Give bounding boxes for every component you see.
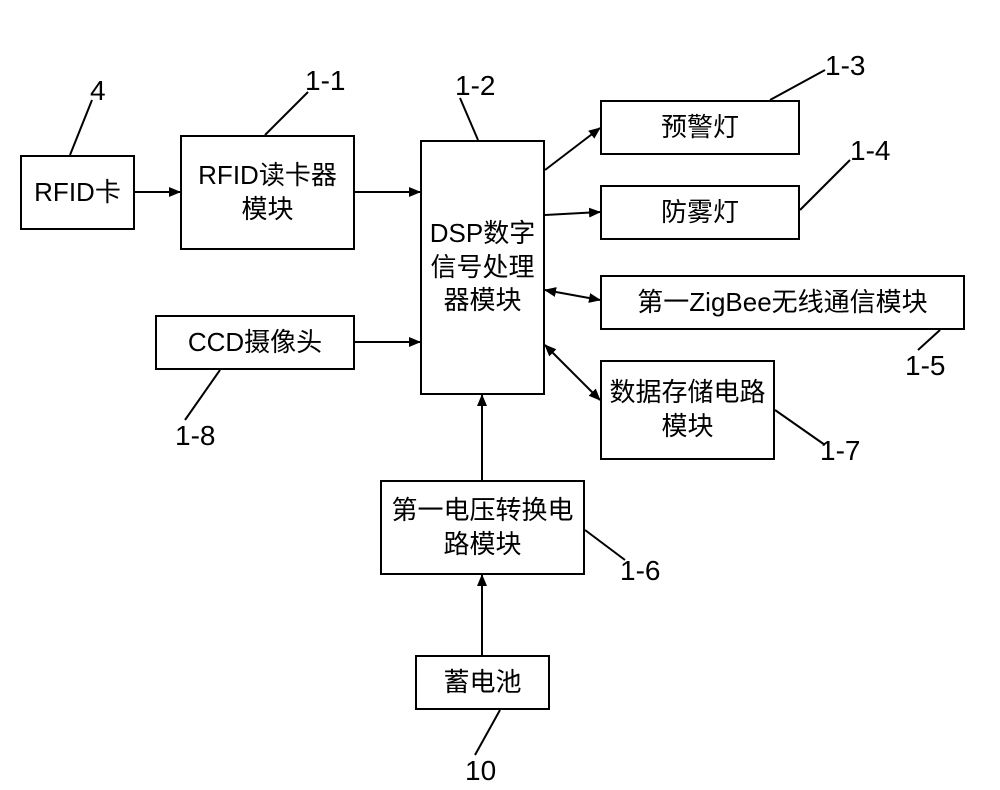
node-text: RFID读卡器模块 bbox=[186, 159, 349, 227]
label-zigbee: 1-5 bbox=[905, 350, 945, 382]
node-storage: 数据存储电路模块 bbox=[600, 360, 775, 460]
edge-dsp-fog bbox=[545, 212, 600, 215]
node-voltage: 第一电压转换电路模块 bbox=[380, 480, 585, 575]
node-fog: 防雾灯 bbox=[600, 185, 800, 240]
node-text: DSP数字信号处理器模块 bbox=[426, 217, 539, 318]
label-text: 1-2 bbox=[455, 70, 495, 101]
node-battery: 蓄电池 bbox=[415, 655, 550, 710]
edge-dsp-warning bbox=[545, 128, 600, 170]
node-text: CCD摄像头 bbox=[188, 326, 322, 360]
node-warning: 预警灯 bbox=[600, 100, 800, 155]
edge-dsp-zigbee bbox=[545, 290, 600, 300]
node-text: 数据存储电路模块 bbox=[606, 376, 769, 444]
leader-rfid_reader bbox=[265, 92, 308, 135]
node-ccd: CCD摄像头 bbox=[155, 315, 355, 370]
label-warning: 1-3 bbox=[825, 50, 865, 82]
leader-voltage bbox=[585, 530, 625, 560]
leader-warning bbox=[770, 70, 825, 100]
label-ccd: 1-8 bbox=[175, 420, 215, 452]
label-fog: 1-4 bbox=[850, 135, 890, 167]
node-text: 预警灯 bbox=[661, 111, 739, 145]
label-text: 1-8 bbox=[175, 420, 215, 451]
label-rfid_card: 4 bbox=[90, 75, 106, 107]
label-rfid_reader: 1-1 bbox=[305, 65, 345, 97]
label-text: 1-5 bbox=[905, 350, 945, 381]
node-text: 防雾灯 bbox=[661, 196, 739, 230]
label-voltage: 1-6 bbox=[620, 555, 660, 587]
leader-zigbee bbox=[918, 330, 940, 350]
node-rfid_card: RFID卡 bbox=[20, 155, 135, 230]
label-text: 1-4 bbox=[850, 135, 890, 166]
leader-ccd bbox=[185, 370, 220, 420]
label-storage: 1-7 bbox=[820, 435, 860, 467]
label-text: 10 bbox=[465, 755, 496, 786]
label-dsp: 1-2 bbox=[455, 70, 495, 102]
leader-battery bbox=[475, 710, 500, 755]
leader-rfid_card bbox=[70, 100, 92, 155]
node-rfid_reader: RFID读卡器模块 bbox=[180, 135, 355, 250]
node-text: 蓄电池 bbox=[443, 666, 521, 700]
node-zigbee: 第一ZigBee无线通信模块 bbox=[600, 275, 965, 330]
label-text: 1-1 bbox=[305, 65, 345, 96]
leader-storage bbox=[775, 410, 825, 445]
node-text: 第一电压转换电路模块 bbox=[386, 494, 579, 562]
edge-dsp-storage bbox=[545, 345, 600, 400]
leader-dsp bbox=[460, 98, 478, 140]
label-text: 1-3 bbox=[825, 50, 865, 81]
node-text: RFID卡 bbox=[34, 176, 121, 210]
label-text: 4 bbox=[90, 75, 106, 106]
node-dsp: DSP数字信号处理器模块 bbox=[420, 140, 545, 395]
label-text: 1-6 bbox=[620, 555, 660, 586]
node-text: 第一ZigBee无线通信模块 bbox=[637, 286, 927, 320]
label-text: 1-7 bbox=[820, 435, 860, 466]
label-battery: 10 bbox=[465, 755, 496, 787]
leader-fog bbox=[800, 160, 850, 210]
